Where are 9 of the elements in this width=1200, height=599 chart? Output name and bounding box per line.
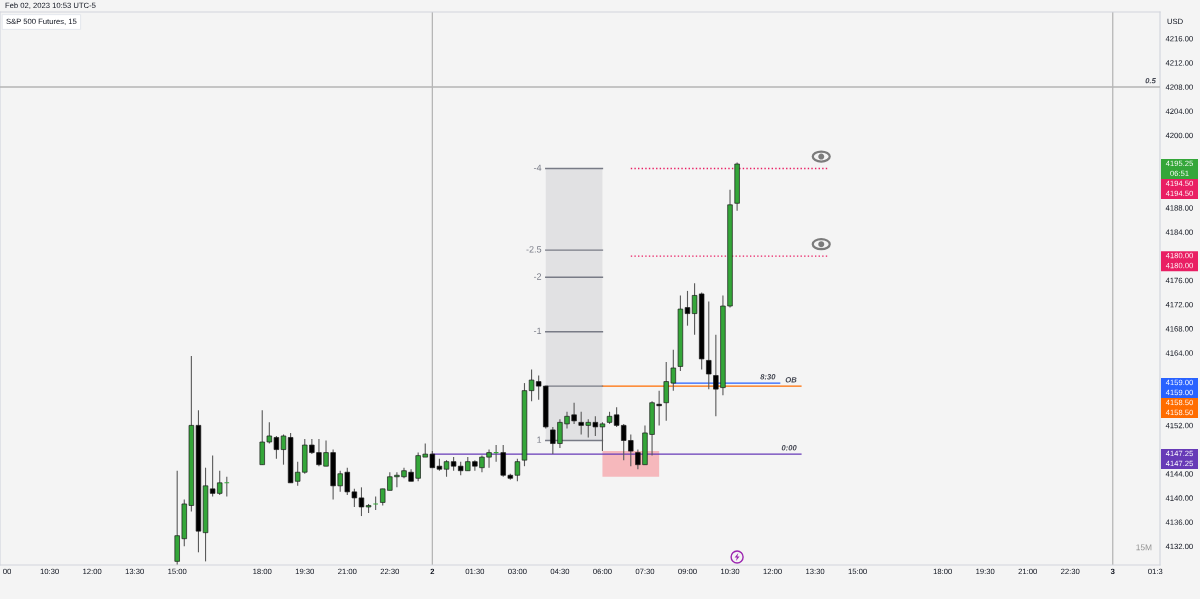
series-label: 1 xyxy=(537,436,542,443)
series-label: -1 xyxy=(533,327,542,335)
series-label: -2.5 xyxy=(526,246,542,253)
candlestick xyxy=(280,433,287,466)
annotation: 15M xyxy=(1136,544,1152,551)
candlestick xyxy=(684,290,691,327)
candlestick xyxy=(706,300,712,390)
series-label: -2 xyxy=(533,273,542,280)
series-label: -4 xyxy=(533,164,542,171)
